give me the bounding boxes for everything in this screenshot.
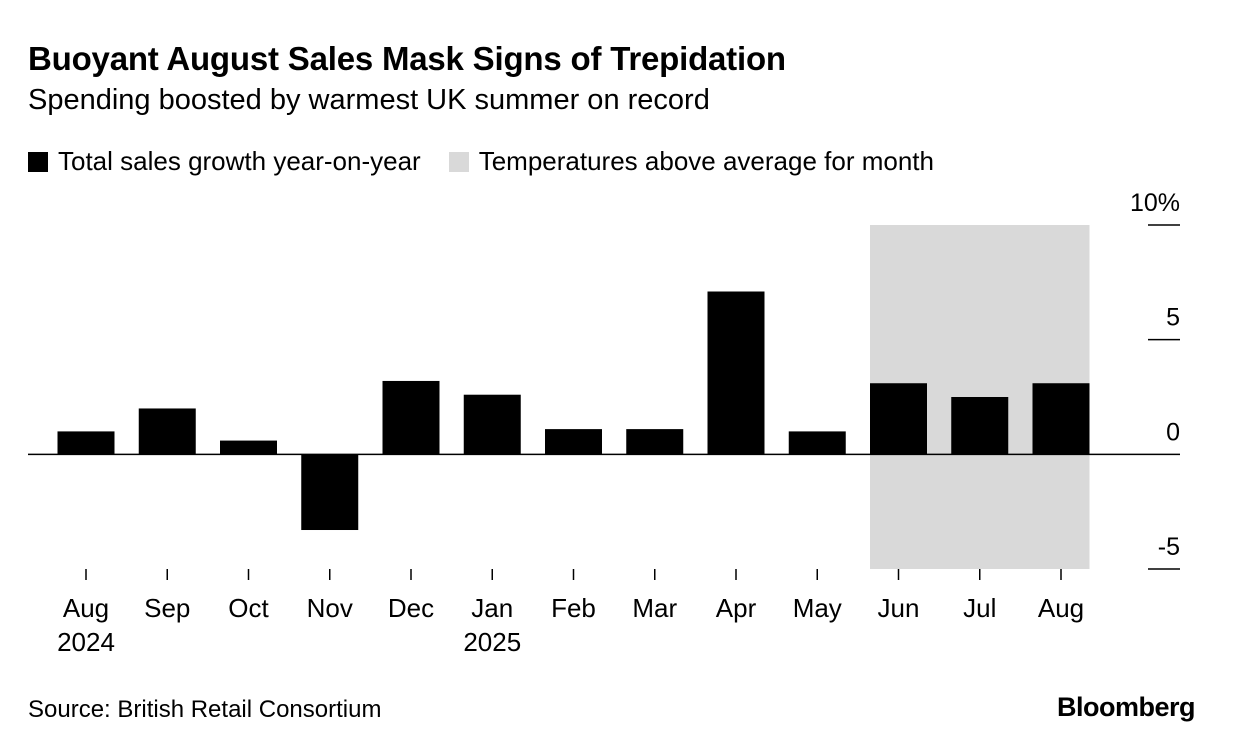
source-note: Source: British Retail Consortium [28,696,382,723]
bar-9 [788,431,846,455]
bar-6 [545,429,602,455]
x-tick-label-1: Sep [144,593,190,623]
x-tick-label-11: Jul [963,593,996,623]
x-tick-label-4: Dec [388,593,434,623]
y-tick-label-0: 0 [1166,418,1180,446]
x-tick-label-0: Aug [63,593,109,623]
y-tick-label-5: 5 [1166,304,1180,332]
bar-3 [301,454,359,531]
legend-swatch-sales [28,151,48,172]
legend-label-sales: Total sales growth year-on-year [58,146,421,176]
bar-10 [870,383,927,455]
bar-12 [1032,383,1090,455]
x-tick-label-9: May [793,593,842,623]
bar-5 [463,394,521,455]
bar-1 [138,408,196,455]
x-year-label-5: 2025 [463,627,521,657]
bar-7 [626,429,684,455]
bar-11 [951,397,1009,455]
x-tick-label-7: Mar [632,593,677,623]
x-year-label-0: 2024 [57,627,115,657]
x-tick-label-3: Nov [307,593,353,623]
legend-label-temperature: Temperatures above average for month [478,146,934,176]
legend-item-sales: Total sales growth year-on-year [28,146,421,177]
legend-item-temperature: Temperatures above average for month [448,146,934,177]
bar-4 [382,380,440,455]
x-tick-label-10: Jun [878,593,920,623]
legend: Total sales growth year-on-year Temperat… [28,146,962,177]
x-tick-label-2: Oct [228,593,269,623]
brand-logo: Bloomberg [1056,692,1196,722]
y-tick-label-10: 10% [1130,189,1180,217]
chart-subtitle: Spending boosted by warmest UK summer on… [28,84,710,116]
x-tick-label-5: Jan [471,593,513,623]
x-tick-label-12: Aug [1038,593,1084,623]
bar-2 [220,440,277,455]
x-tick-label-8: Apr [716,593,757,623]
y-tick-label--5: -5 [1158,533,1180,561]
chart-title: Buoyant August Sales Mask Signs of Trepi… [28,40,786,77]
x-tick-label-6: Feb [551,593,596,623]
bar-0 [57,431,115,455]
bar-8 [707,291,765,455]
legend-swatch-temperature [448,151,469,172]
